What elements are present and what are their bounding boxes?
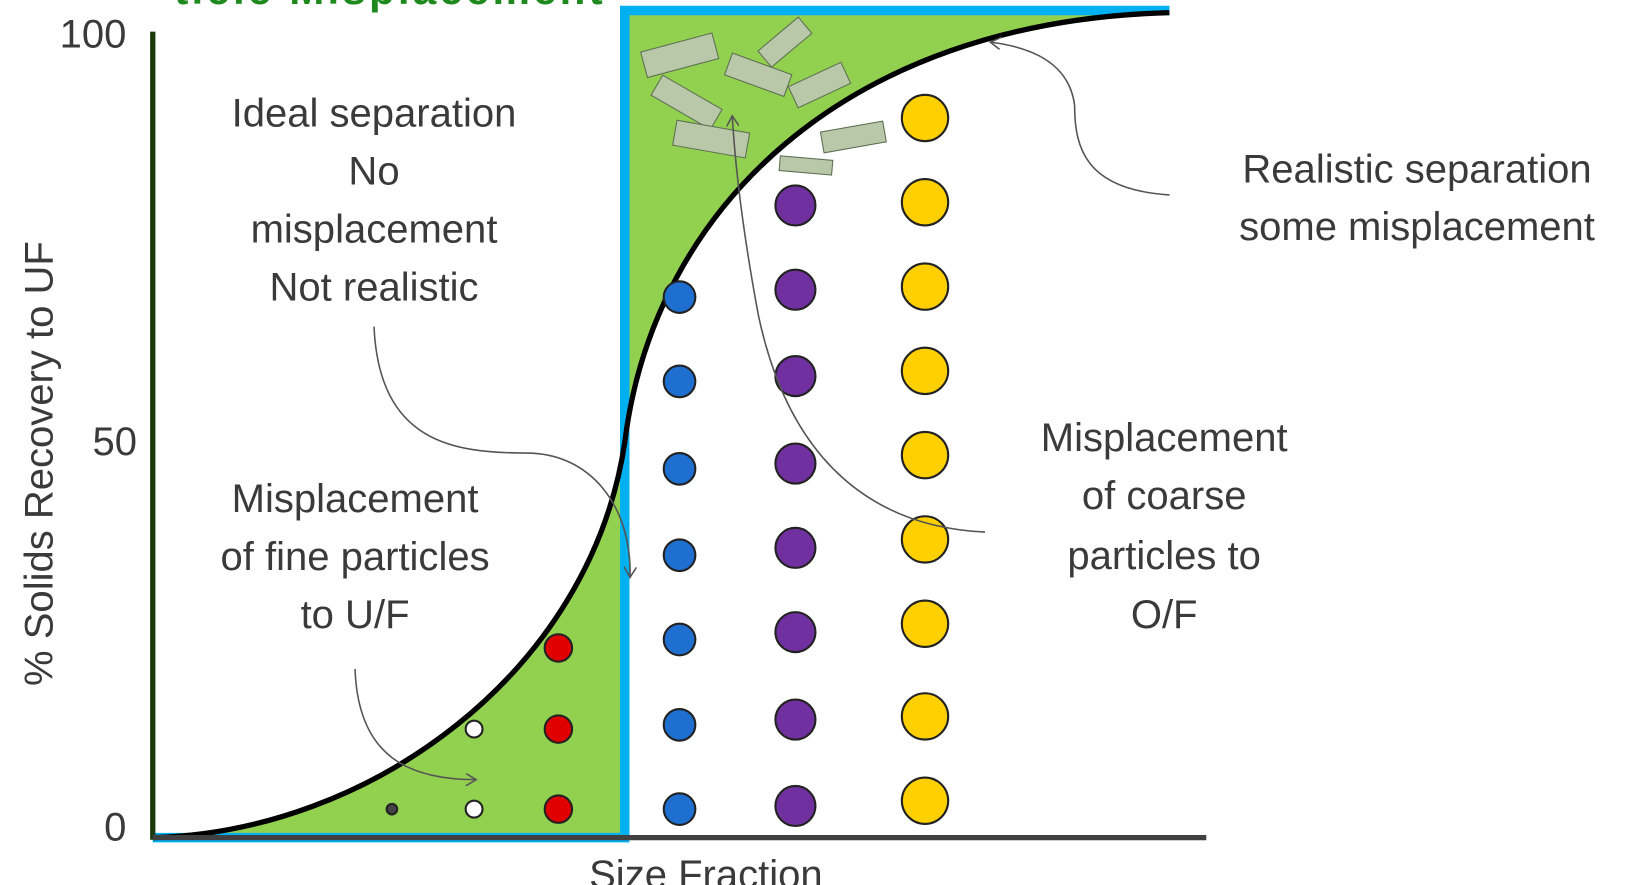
particle (902, 179, 948, 225)
particle (664, 709, 696, 741)
particle (664, 366, 696, 398)
particle (902, 601, 948, 647)
slide-title: ticle Misplacement (174, 0, 605, 13)
particle (545, 795, 572, 822)
particle (775, 700, 815, 740)
particle (466, 801, 483, 818)
particle (664, 624, 696, 656)
particle (545, 715, 572, 742)
particle (466, 721, 483, 738)
y-axis-label: % Solids Recovery to UF (18, 241, 62, 686)
particle (664, 453, 696, 485)
y-tick-label: 50 (92, 420, 137, 464)
annotation-line: Ideal separation (232, 91, 517, 135)
annotation-line: particles to (1067, 534, 1261, 578)
particle (775, 612, 815, 652)
annotation-line: to U/F (301, 593, 410, 637)
particle (664, 539, 696, 571)
particle (664, 793, 696, 825)
annotation-line: O/F (1131, 593, 1198, 637)
annotation: Ideal separation No misplacement Not rea… (232, 91, 517, 309)
particle (545, 634, 572, 661)
annotation-line: Not realistic (269, 265, 478, 309)
particle (387, 804, 398, 815)
annotation: Realistic separation some misplacement (1239, 147, 1595, 249)
particle (902, 432, 948, 478)
annotation-line: some misplacement (1239, 205, 1595, 249)
particle (902, 95, 948, 141)
arrow (990, 42, 1169, 195)
particle (664, 281, 696, 313)
particle (775, 185, 815, 225)
annotation-line: misplacement (251, 207, 498, 251)
x-axis-label: Size Fraction (589, 853, 823, 885)
annotation-line: Misplacement (1041, 416, 1288, 460)
y-tick-label: 0 (104, 806, 126, 850)
particle (775, 270, 815, 310)
annotation-line: No (348, 149, 399, 193)
particle (902, 693, 948, 739)
annotation-line: of coarse (1082, 474, 1247, 518)
y-tick-label: 100 (60, 12, 127, 56)
annotation-line: Realistic separation (1242, 147, 1591, 191)
particle (902, 778, 948, 824)
arrow (732, 116, 985, 532)
annotation: Misplacement of coarse particles to O/F (1041, 416, 1288, 637)
particle (902, 263, 948, 309)
particle (902, 348, 948, 394)
slide: ticle Misplacement 100 50 0 % Solids Rec… (0, 0, 1633, 885)
particle (775, 444, 815, 484)
particle (775, 528, 815, 568)
annotation: Misplacement of fine particles to U/F (220, 477, 489, 637)
particle (775, 786, 815, 826)
annotation-line: Misplacement (232, 477, 479, 521)
annotation-line: of fine particles (220, 535, 489, 579)
